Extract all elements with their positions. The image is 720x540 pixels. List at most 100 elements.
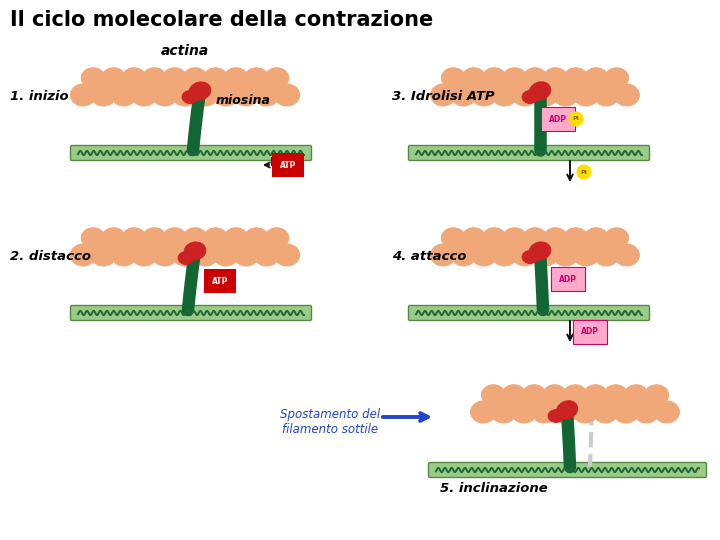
Text: ADP: ADP bbox=[549, 114, 567, 124]
Ellipse shape bbox=[492, 244, 517, 266]
Ellipse shape bbox=[482, 68, 506, 88]
Text: 3. Idrolisi ATP: 3. Idrolisi ATP bbox=[392, 90, 495, 103]
Ellipse shape bbox=[471, 401, 496, 423]
Ellipse shape bbox=[594, 84, 619, 106]
Ellipse shape bbox=[265, 68, 289, 88]
Ellipse shape bbox=[605, 68, 629, 88]
Ellipse shape bbox=[522, 91, 538, 104]
Ellipse shape bbox=[503, 68, 526, 88]
Text: 4. attacco: 4. attacco bbox=[392, 249, 467, 262]
Ellipse shape bbox=[564, 68, 588, 88]
Ellipse shape bbox=[254, 244, 279, 266]
Ellipse shape bbox=[573, 244, 598, 266]
Ellipse shape bbox=[224, 228, 248, 248]
Ellipse shape bbox=[244, 68, 269, 88]
Ellipse shape bbox=[213, 244, 238, 266]
Ellipse shape bbox=[482, 228, 506, 248]
Ellipse shape bbox=[143, 228, 166, 248]
Ellipse shape bbox=[491, 401, 516, 423]
Ellipse shape bbox=[533, 244, 558, 266]
Ellipse shape bbox=[152, 244, 177, 266]
Ellipse shape bbox=[143, 68, 166, 88]
Text: 2. distacco: 2. distacco bbox=[10, 249, 91, 262]
Ellipse shape bbox=[462, 228, 486, 248]
Ellipse shape bbox=[472, 84, 497, 106]
Ellipse shape bbox=[254, 84, 279, 106]
Ellipse shape bbox=[553, 244, 578, 266]
Ellipse shape bbox=[557, 401, 577, 420]
Ellipse shape bbox=[572, 401, 598, 423]
Ellipse shape bbox=[111, 84, 136, 106]
Text: miosina: miosina bbox=[216, 94, 271, 107]
Ellipse shape bbox=[233, 84, 258, 106]
Circle shape bbox=[569, 112, 583, 126]
Ellipse shape bbox=[111, 244, 136, 266]
Ellipse shape bbox=[189, 82, 211, 100]
Ellipse shape bbox=[204, 228, 228, 248]
Ellipse shape bbox=[172, 244, 197, 266]
Ellipse shape bbox=[81, 68, 105, 88]
Ellipse shape bbox=[564, 228, 588, 248]
Ellipse shape bbox=[472, 244, 497, 266]
Ellipse shape bbox=[71, 84, 96, 106]
Ellipse shape bbox=[102, 228, 125, 248]
Ellipse shape bbox=[614, 84, 639, 106]
Ellipse shape bbox=[81, 228, 105, 248]
Ellipse shape bbox=[441, 68, 465, 88]
Ellipse shape bbox=[182, 91, 198, 104]
Ellipse shape bbox=[178, 252, 194, 265]
Ellipse shape bbox=[523, 68, 547, 88]
Ellipse shape bbox=[511, 401, 536, 423]
Ellipse shape bbox=[529, 82, 551, 100]
Ellipse shape bbox=[593, 401, 618, 423]
Text: actina: actina bbox=[161, 44, 209, 58]
Ellipse shape bbox=[193, 244, 218, 266]
Text: Pi: Pi bbox=[572, 117, 580, 122]
Ellipse shape bbox=[183, 228, 207, 248]
Ellipse shape bbox=[224, 68, 248, 88]
Ellipse shape bbox=[204, 68, 228, 88]
Ellipse shape bbox=[654, 401, 680, 423]
Text: ATP: ATP bbox=[280, 160, 296, 170]
Ellipse shape bbox=[543, 385, 567, 405]
Ellipse shape bbox=[512, 244, 537, 266]
Ellipse shape bbox=[532, 401, 557, 423]
Ellipse shape bbox=[584, 68, 608, 88]
Ellipse shape bbox=[613, 401, 639, 423]
Ellipse shape bbox=[533, 84, 558, 106]
Text: 5. inclinazione: 5. inclinazione bbox=[440, 482, 548, 495]
Text: 1. inizio: 1. inizio bbox=[10, 90, 68, 103]
Ellipse shape bbox=[605, 228, 629, 248]
Ellipse shape bbox=[213, 84, 238, 106]
Ellipse shape bbox=[132, 244, 157, 266]
Ellipse shape bbox=[451, 244, 476, 266]
FancyBboxPatch shape bbox=[408, 306, 649, 321]
Ellipse shape bbox=[548, 409, 564, 422]
Ellipse shape bbox=[552, 401, 577, 423]
Ellipse shape bbox=[492, 84, 517, 106]
Ellipse shape bbox=[172, 84, 197, 106]
Ellipse shape bbox=[102, 68, 125, 88]
Ellipse shape bbox=[553, 84, 578, 106]
FancyBboxPatch shape bbox=[428, 462, 706, 477]
Ellipse shape bbox=[544, 68, 567, 88]
Ellipse shape bbox=[604, 385, 628, 405]
Ellipse shape bbox=[91, 244, 116, 266]
Text: ADP: ADP bbox=[581, 327, 599, 336]
Ellipse shape bbox=[71, 244, 96, 266]
Ellipse shape bbox=[265, 228, 289, 248]
Ellipse shape bbox=[634, 401, 659, 423]
Ellipse shape bbox=[244, 228, 269, 248]
FancyBboxPatch shape bbox=[71, 306, 312, 321]
Ellipse shape bbox=[503, 228, 526, 248]
Ellipse shape bbox=[152, 84, 177, 106]
Ellipse shape bbox=[544, 228, 567, 248]
FancyBboxPatch shape bbox=[408, 145, 649, 160]
Ellipse shape bbox=[451, 84, 476, 106]
Text: ADP: ADP bbox=[559, 274, 577, 284]
Ellipse shape bbox=[523, 228, 547, 248]
Ellipse shape bbox=[644, 385, 669, 405]
Ellipse shape bbox=[573, 84, 598, 106]
Ellipse shape bbox=[431, 84, 456, 106]
Ellipse shape bbox=[132, 84, 157, 106]
